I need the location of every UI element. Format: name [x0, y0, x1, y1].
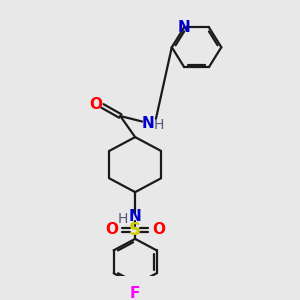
Text: O: O: [105, 222, 118, 237]
Text: N: N: [178, 20, 190, 35]
Text: O: O: [152, 222, 165, 237]
Text: O: O: [89, 97, 102, 112]
Text: H: H: [118, 212, 128, 226]
Text: N: N: [142, 116, 154, 131]
Text: N: N: [129, 209, 142, 224]
Text: F: F: [130, 286, 140, 300]
Text: S: S: [129, 221, 141, 239]
Text: H: H: [154, 118, 164, 132]
